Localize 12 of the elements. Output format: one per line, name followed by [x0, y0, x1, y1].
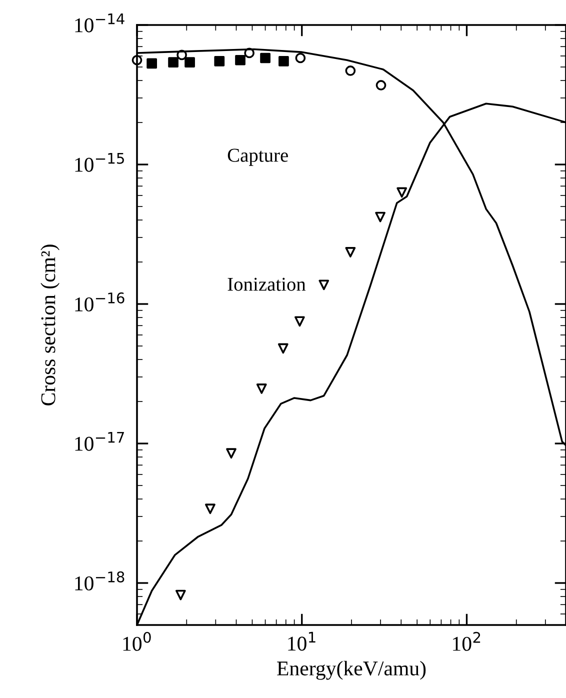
- y-tick-label: 10$^{−15}$: [75, 153, 124, 172]
- y-axis-title: Cross section (cm²): [40, 244, 60, 406]
- y-tick-label: 10$^{−17}$: [75, 432, 124, 451]
- annotation: Capture: [228, 148, 288, 166]
- x-tick-label: 10$^{1}$: [288, 632, 316, 651]
- y-tick-label: 10$^{−18}$: [75, 571, 124, 590]
- x-axis-title: Energy(keV/amu): [277, 660, 426, 680]
- x-tick-label: 10$^{0}$: [123, 632, 151, 651]
- x-tick-label: 10$^{2}$: [453, 632, 480, 651]
- y-tick-label: 10$^{−14}$: [75, 14, 124, 32]
- annotation: Ionization: [228, 278, 306, 291]
- y-tick-label: 10$^{−16}$: [75, 292, 124, 312]
